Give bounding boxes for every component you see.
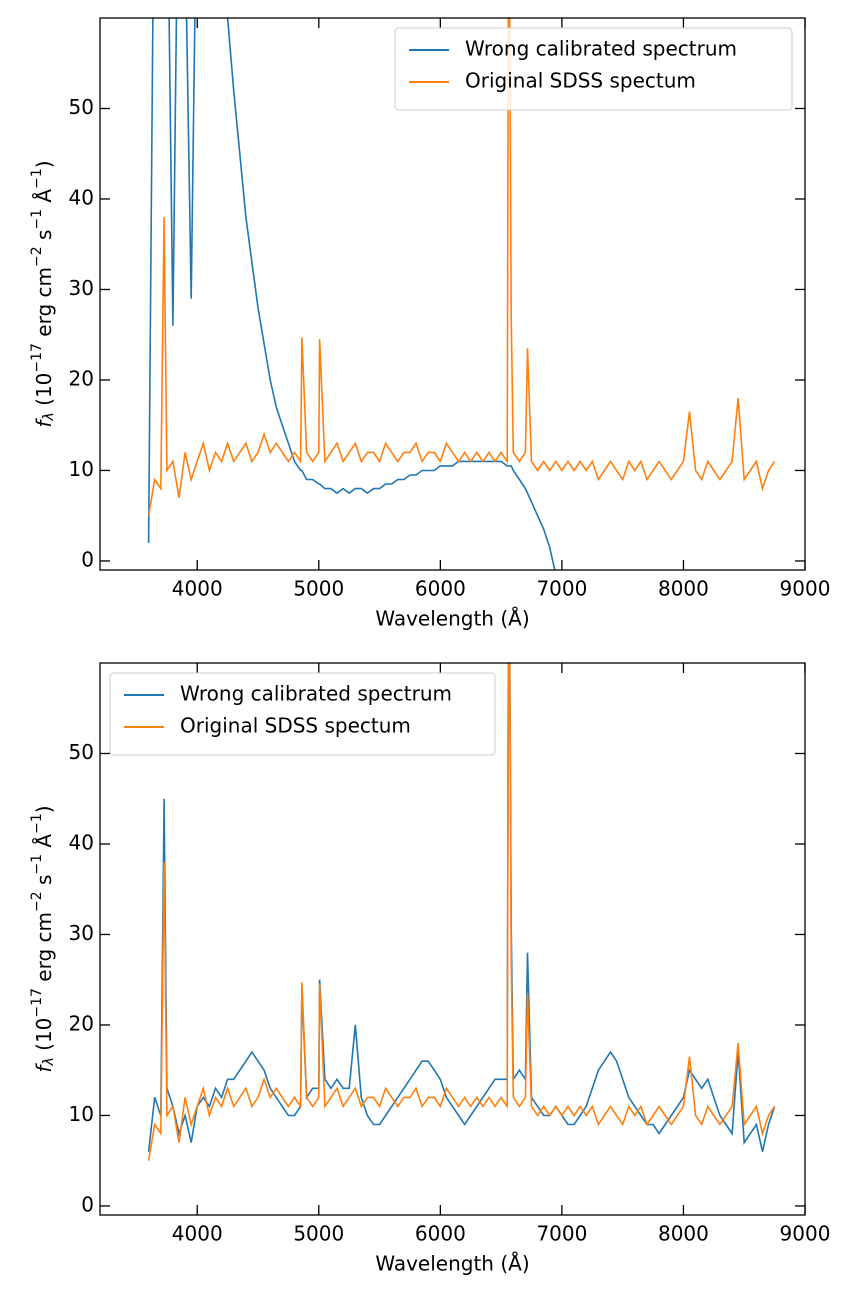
y-tick-label: 50 — [69, 95, 94, 119]
y-tick-label: 40 — [69, 830, 94, 854]
y-tick-label: 30 — [69, 276, 94, 300]
y-label-part: erg cm — [32, 912, 56, 988]
y-label-part: f — [32, 418, 56, 428]
x-tick-label: 6000 — [415, 1222, 466, 1246]
x-tick-label: 5000 — [293, 1222, 344, 1246]
y-label-part: −1 — [29, 854, 45, 875]
x-tick-label: 8000 — [658, 577, 709, 601]
y-label-part: λ — [41, 1057, 57, 1066]
x-tick-label: 6000 — [415, 577, 466, 601]
x-tick-label: 9000 — [780, 577, 831, 601]
y-label-part: (10 — [32, 1018, 56, 1058]
spectrum-line — [147, 663, 776, 1161]
legend-box — [109, 672, 496, 756]
y-label-part: −2 — [29, 246, 45, 267]
y-tick-label: 40 — [69, 185, 94, 209]
spectrum-line — [147, 663, 776, 1152]
y-tick-label: 50 — [69, 740, 94, 764]
y-label-part: −1 — [29, 209, 45, 230]
y-tick-label: 20 — [69, 1011, 94, 1035]
legend-box — [394, 27, 793, 111]
spectrum-line — [147, 18, 556, 570]
x-tick-label: 9000 — [780, 1222, 831, 1246]
y-tick-label: 30 — [69, 921, 94, 945]
y-label-part: −1 — [29, 168, 45, 189]
x-tick-label: 8000 — [658, 1222, 709, 1246]
y-label-part: ) — [32, 160, 56, 168]
y-label-part: λ — [41, 412, 57, 421]
x-axis-label: Wavelength (Å) — [375, 607, 529, 631]
legend-label: Original SDSS spectum — [180, 714, 411, 738]
x-tick-label: 4000 — [172, 1222, 223, 1246]
chart: 4000 5000 6000 7000 8000 9000 0 10 20 30 40 50 Wavel… — [29, 17, 831, 631]
y-tick-label: 20 — [69, 366, 94, 390]
x-axis-label: Wavelength (Å) — [375, 1252, 529, 1276]
axes-frame — [99, 662, 806, 1216]
y-tick-label: 0 — [81, 547, 94, 571]
y-label-part: −1 — [29, 813, 45, 834]
x-tick-label: 7000 — [536, 577, 587, 601]
y-label-part: Å — [32, 834, 56, 854]
y-label-part: f — [32, 1063, 56, 1073]
y-label-part: erg cm — [32, 267, 56, 343]
y-tick-label: 0 — [81, 1192, 94, 1216]
x-tick-label: 7000 — [536, 1222, 587, 1246]
y-label-part: −17 — [29, 343, 45, 373]
x-tick-label: 4000 — [172, 577, 223, 601]
y-label-part: ) — [32, 805, 56, 813]
axes-frame — [99, 17, 806, 571]
spectrum-line — [147, 18, 776, 516]
legend-label: Wrong calibrated spectrum — [465, 37, 737, 61]
y-label-part: s — [32, 875, 56, 892]
y-tick-label: 10 — [69, 457, 94, 481]
legend-label: Wrong calibrated spectrum — [180, 682, 452, 706]
y-label-part: −17 — [29, 988, 45, 1018]
y-axis-label: fλ (10−17 erg cm−2 s−1 Å−1) — [29, 160, 58, 427]
y-tick-label: 10 — [69, 1102, 94, 1126]
y-label-part: s — [32, 230, 56, 247]
x-tick-label: 5000 — [293, 577, 344, 601]
y-axis-label: fλ (10−17 erg cm−2 s−1 Å−1) — [29, 805, 58, 1072]
y-label-part: −2 — [29, 891, 45, 912]
y-label-part: Å — [32, 189, 56, 209]
legend-label: Original SDSS spectum — [465, 69, 696, 93]
chart: 4000 5000 6000 7000 8000 9000 0 10 20 30 40 50 Wavel… — [29, 662, 831, 1276]
y-label-part: (10 — [32, 373, 56, 413]
